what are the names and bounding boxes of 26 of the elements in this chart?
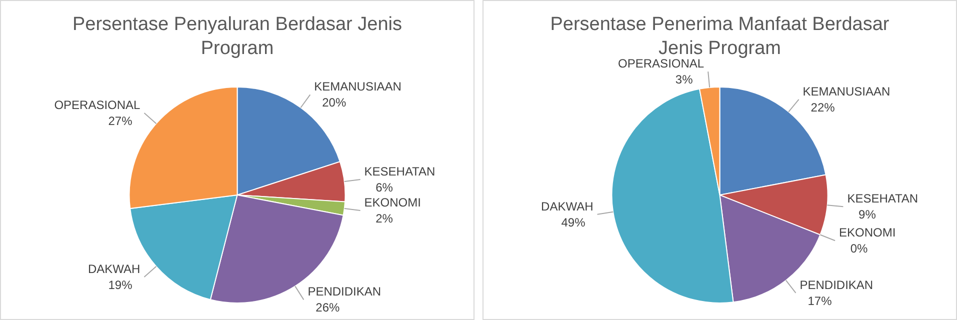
data-label: 2% <box>376 212 394 226</box>
data-label: 6% <box>376 180 394 194</box>
data-label: 3% <box>675 72 694 87</box>
data-label: 20% <box>322 96 346 110</box>
data-label: 17% <box>808 294 832 308</box>
slice-label: OPERASIONAL <box>54 98 141 112</box>
chart-title: Persentase Penerima Manfaat Berdasar Jenis Program <box>550 14 890 59</box>
text: 0% <box>850 242 868 256</box>
slice-label: KESEHATAN <box>847 192 918 206</box>
slice-label: EKONOMI <box>364 196 421 210</box>
data-label: 19% <box>108 278 133 292</box>
slice-label: OPERASIONAL <box>618 56 704 71</box>
data-label: 9% <box>858 208 876 222</box>
data-label: 49% <box>561 215 586 230</box>
slice-label: PENDIDIKAN <box>800 278 874 292</box>
slice-label: KEMANUSIAAN <box>802 84 890 98</box>
data-label: 22% <box>810 100 836 114</box>
slice-label: DAKWAH <box>88 262 140 276</box>
slice-label: PENDIDIKAN <box>308 284 382 299</box>
slice-label: KEMANUSIAAN <box>314 80 402 94</box>
slice-label: DAKWAH <box>541 199 594 214</box>
data-label: 26% <box>316 300 340 315</box>
slice-label: KESEHATAN <box>364 164 436 178</box>
data-label: 27% <box>108 114 133 128</box>
chart-title: Persentase Penyaluran Berdasar Jenis Program <box>72 14 402 59</box>
legend-label: EKONOMI <box>839 226 896 240</box>
